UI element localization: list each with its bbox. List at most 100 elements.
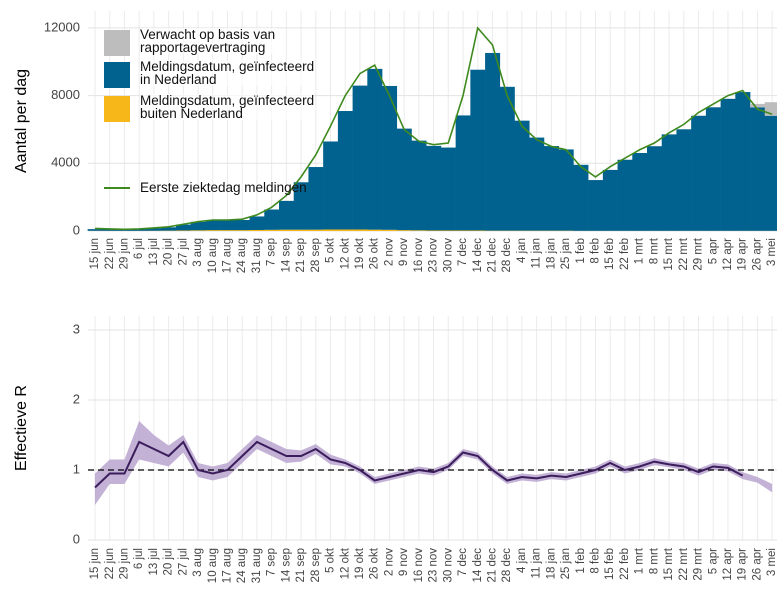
x-tick-label: 5 okt [325,547,337,573]
x-tick-label: 10 aug [207,548,219,583]
x-tick-label: 27 jul [177,238,189,266]
bar [367,68,383,230]
bar [87,229,103,231]
x-tick-label: 22 mrt [678,237,690,270]
x-tick-label: 1 mrt [634,547,646,574]
bar [514,120,530,231]
x-tick-label: 2 nov [383,238,395,266]
x-tick-label: 22 jun [104,548,116,579]
y-tick-label: 2 [73,391,80,406]
x-tick-label: 22 jun [104,238,116,269]
y-tick-label: 12000 [44,19,80,34]
x-tick-label: 12 okt [339,237,351,269]
line [94,440,744,489]
x-tick-label: 14 dec [472,238,484,273]
x-tick-label: 16 nov [413,238,425,273]
bar [529,137,545,231]
bar [440,147,456,231]
x-tick-label: 8 feb [590,238,602,264]
x-tick-label: 12 apr [722,238,734,271]
x-tick-label: 3 aug [192,238,204,267]
bar [220,220,236,231]
x-tick-label: 7 sep [266,238,278,266]
bar [426,145,442,231]
legend-swatch [104,96,130,122]
x-tick-label: 16 nov [413,548,425,583]
x-tick-label: 21 dec [486,548,498,583]
x-tick-label: 17 aug [222,548,234,583]
x-tick-label: 7 dec [457,238,469,266]
bar [190,230,206,231]
x-tick-label: 19 apr [737,548,749,581]
x-tick-label: 14 sep [280,238,292,273]
x-tick-label: 24 aug [236,238,248,273]
x-tick-label: 3 mei [766,548,777,576]
x-tick-label: 31 aug [251,548,263,583]
x-tick-label: 8 feb [590,548,602,574]
x-tick-label: 14 dec [472,548,484,583]
x-tick-label: 12 okt [339,547,351,579]
bar [558,149,574,231]
bar [102,229,118,231]
x-tick-label: 30 nov [442,238,454,273]
y-tick-label: 3 [73,321,80,336]
x-tick-label: 22 feb [619,238,631,270]
y-tick-label: 1 [73,461,80,476]
x-tick-label: 21 sep [295,548,307,583]
x-tick-label: 25 jan [560,238,572,269]
x-tick-label: 22 feb [619,548,631,580]
x-tick-label: 28 sep [310,238,322,273]
bar [455,230,471,231]
x-tick-label: 15 jun [89,238,101,269]
x-tick-label: 10 aug [207,238,219,273]
x-tick-label: 29 mrt [693,547,705,580]
bar [632,152,648,231]
x-tick-label: 9 nov [398,238,410,266]
bar [337,229,353,231]
bar [190,221,206,231]
bar [264,229,280,231]
x-tick-label: 29 jun [118,548,130,579]
bar [382,229,398,231]
bar [117,229,133,231]
bar [705,107,721,231]
y-axis-title: Aantal per dag [13,69,30,173]
x-tick-label: 15 mrt [663,237,675,270]
x-tick-label: 5 apr [707,238,719,264]
x-tick-label: 1 feb [575,548,587,574]
legend-swatch [104,62,130,88]
x-tick-label: 20 jul [163,548,175,576]
x-tick-label: 13 jul [148,548,160,576]
y-tick-label: 4000 [51,155,80,170]
x-tick-label: 26 okt [369,237,381,269]
legend-label: Meldingsdatum, geïnfecteerd in Nederland [140,59,315,87]
x-tick-label: 11 jan [531,548,543,578]
x-tick-label: 19 okt [354,547,366,579]
bar [308,229,324,231]
x-tick-label: 1 feb [575,238,587,264]
x-tick-label: 15 mrt [663,547,675,580]
bar [470,69,486,231]
x-tick-label: 21 sep [295,238,307,273]
x-tick-label: 8 mrt [648,547,660,574]
x-tick-label: 12 apr [722,548,734,581]
bar [602,169,618,231]
bar [735,92,751,231]
bar [249,216,265,230]
bar [279,229,295,231]
bar [543,146,559,231]
bar [720,98,736,231]
bar [573,164,589,231]
x-tick-label: 3 mei [766,238,777,266]
bar [750,107,766,231]
x-tick-label: 9 nov [398,548,410,576]
line [94,26,773,231]
x-tick-label: 15 feb [604,548,616,580]
confidence-band [95,421,773,505]
legend-label: Meldingsdatum, geïnfecteerd buiten Neder… [140,93,315,121]
x-tick-label: 29 jun [118,238,130,269]
x-tick-label: 15 feb [604,238,616,270]
bar [323,229,339,231]
bar [205,230,221,231]
